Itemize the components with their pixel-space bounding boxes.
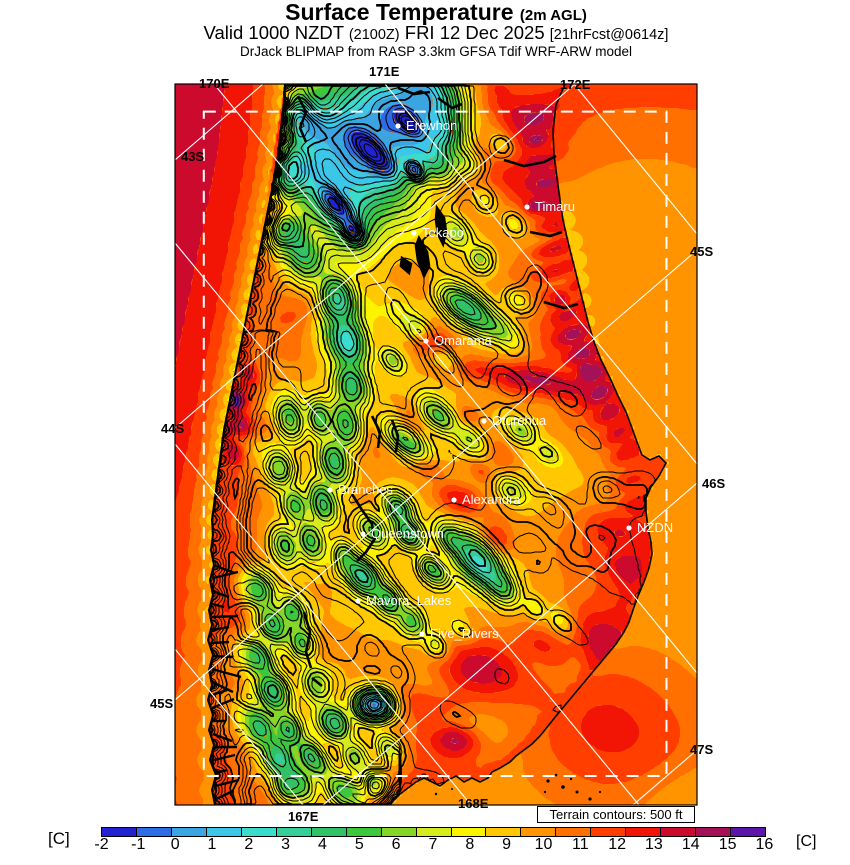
svg-text:NZDN: NZDN xyxy=(637,520,673,535)
svg-text:172E: 172E xyxy=(560,77,591,92)
svg-text:45S: 45S xyxy=(690,244,713,259)
svg-text:170E: 170E xyxy=(199,76,230,91)
svg-text:Omarama: Omarama xyxy=(434,333,493,348)
svg-text:167E: 167E xyxy=(288,809,319,824)
svg-text:Tekapo: Tekapo xyxy=(422,225,464,240)
svg-text:43S: 43S xyxy=(181,149,204,164)
svg-text:Queenstown: Queenstown xyxy=(371,526,444,541)
svg-text:Timaru: Timaru xyxy=(535,199,575,214)
svg-text:171E: 171E xyxy=(369,64,400,79)
svg-text:47S: 47S xyxy=(690,742,713,757)
svg-text:46S: 46S xyxy=(702,476,725,491)
svg-text:44S: 44S xyxy=(161,421,184,436)
svg-text:45S: 45S xyxy=(150,696,173,711)
svg-text:Oturehua: Oturehua xyxy=(492,413,547,428)
svg-text:168E: 168E xyxy=(458,796,489,811)
svg-text:Erewhon: Erewhon xyxy=(406,118,457,133)
svg-text:Alexandra: Alexandra xyxy=(462,492,521,507)
svg-text:Five_Rivers: Five_Rivers xyxy=(430,626,499,641)
svg-text:Mavora_Lakes: Mavora_Lakes xyxy=(366,593,452,608)
svg-text:Branches: Branches xyxy=(338,482,393,497)
